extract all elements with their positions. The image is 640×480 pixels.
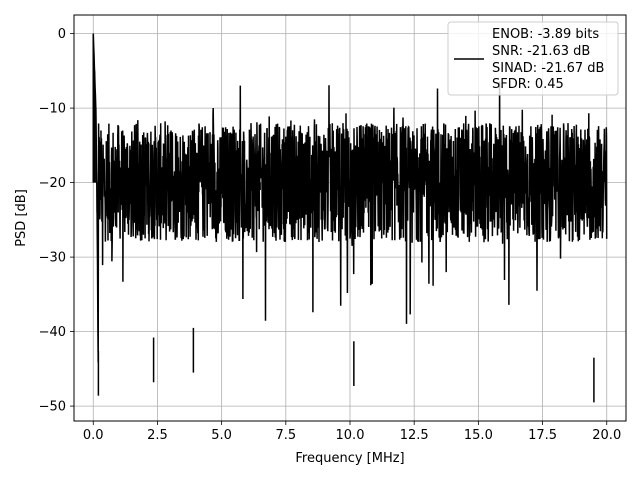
- psd-series-line: [92, 33, 608, 363]
- x-tick-label: 10.0: [336, 428, 365, 443]
- legend-snr: SNR: -21.63 dB: [492, 44, 590, 59]
- x-tick-label: 15.0: [464, 428, 493, 443]
- legend-sfdr: SFDR: 0.45: [492, 77, 564, 92]
- y-tick-label: −20: [39, 176, 66, 191]
- y-axis-title: PSD [dB]: [14, 189, 29, 247]
- series-layer: [92, 33, 608, 403]
- x-ticks: 0.0 2.5 5.0 7.5 10.0 12.5 15.0 17.5 20.0: [83, 421, 621, 443]
- x-axis-title: Frequency [MHz]: [295, 451, 404, 466]
- legend-sinad: SINAD: -21.67 dB: [492, 61, 604, 76]
- legend: ENOB: -3.89 bits SNR: -21.63 dB SINAD: -…: [447, 21, 619, 96]
- y-ticks: 0 −10 −20 −30 −40 −50: [39, 27, 74, 415]
- x-tick-label: 5.0: [211, 428, 232, 443]
- legend-enob: ENOB: -3.89 bits: [492, 27, 599, 42]
- x-tick-label: 7.5: [275, 428, 296, 443]
- x-tick-label: 20.0: [592, 428, 621, 443]
- x-tick-label: 0.0: [83, 428, 104, 443]
- legend-box: [447, 21, 619, 96]
- x-tick-label: 17.5: [528, 428, 557, 443]
- x-tick-label: 12.5: [400, 428, 429, 443]
- y-tick-label: −10: [39, 102, 66, 117]
- y-tick-label: −40: [39, 325, 66, 340]
- y-tick-label: −30: [39, 251, 66, 266]
- y-tick-label: 0: [58, 27, 66, 42]
- y-tick-label: −50: [39, 400, 66, 415]
- x-tick-label: 2.5: [147, 428, 168, 443]
